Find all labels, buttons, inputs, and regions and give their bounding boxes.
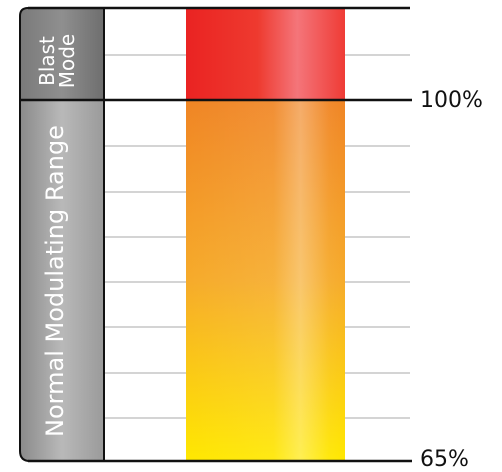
blast-mode-label-line2: Mode — [55, 33, 79, 89]
blast-mode-label: Blast Mode — [32, 21, 82, 101]
blast-mode-label-line1: Blast — [35, 36, 59, 86]
normal-range-label: Normal Modulating Range — [41, 125, 69, 437]
normal-range-bar-sheen — [186, 101, 345, 461]
rule-lines — [20, 6, 412, 463]
upper-limit-label: 100% — [420, 88, 483, 113]
lower-limit-label: 65% — [420, 447, 469, 472]
blast-mode-bar — [186, 8, 345, 101]
